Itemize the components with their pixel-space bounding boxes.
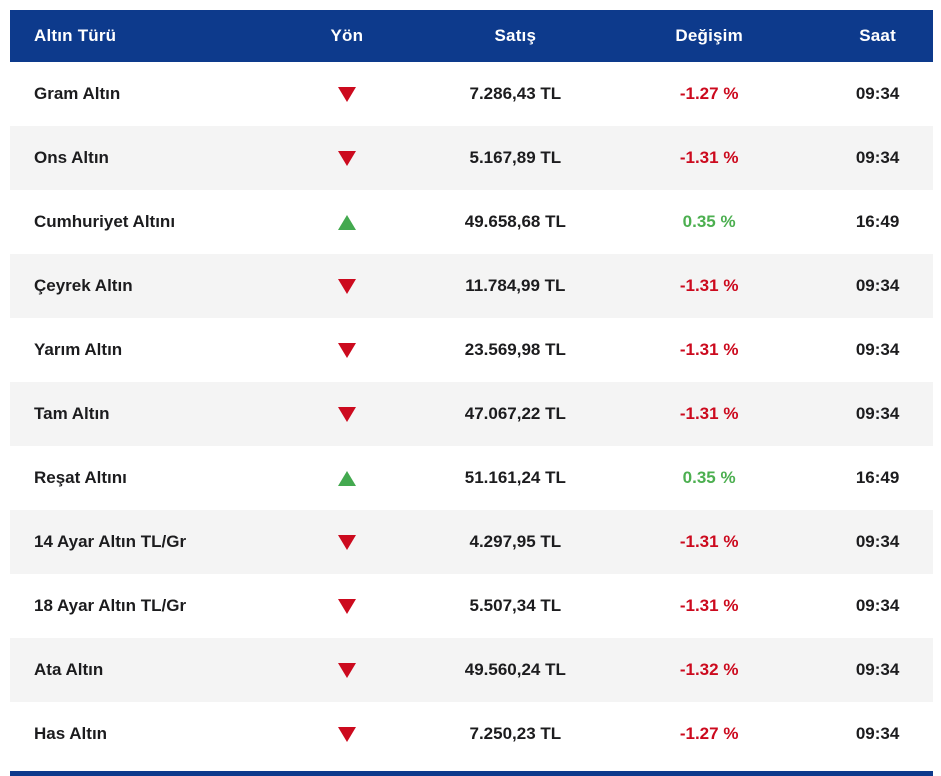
direction-cell <box>259 404 434 424</box>
sell-price: 23.569,98 TL <box>464 340 566 359</box>
down-triangle-icon <box>337 663 356 679</box>
gold-type-label: Cumhuriyet Altını <box>34 212 176 231</box>
column-header-direction: Yön <box>330 26 364 45</box>
change-percent: -1.27 % <box>679 84 739 103</box>
direction-cell <box>259 660 434 680</box>
sell-price: 5.167,89 TL <box>469 148 562 167</box>
update-time: 09:34 <box>855 340 900 359</box>
down-triangle-icon <box>337 727 356 743</box>
down-triangle-icon <box>337 279 356 295</box>
column-header-sell-price: Satış <box>494 26 537 45</box>
table-row: Has Altın 7.250,23 TL -1.27 % 09:34 <box>10 702 933 766</box>
update-time: 09:34 <box>855 596 900 615</box>
update-time: 09:34 <box>855 148 900 167</box>
column-header-gold-type: Altın Türü <box>34 26 117 45</box>
direction-cell <box>259 724 434 744</box>
table-row: Yarım Altın 23.569,98 TL -1.31 % 09:34 <box>10 318 933 382</box>
sell-price: 11.784,99 TL <box>465 276 566 295</box>
sell-price: 47.067,22 TL <box>464 404 566 423</box>
gold-type-label: Has Altın <box>34 724 108 743</box>
change-percent: -1.31 % <box>679 340 739 359</box>
down-triangle-icon <box>337 599 356 615</box>
gold-prices-table: Altın Türü Yön Satış Değişim Saat Gram A… <box>10 10 933 766</box>
gold-type-label: Ata Altın <box>34 660 104 679</box>
table-row: 18 Ayar Altın TL/Gr 5.507,34 TL -1.31 % 09:… <box>10 574 933 638</box>
direction-cell <box>259 212 434 232</box>
gold-type-label: Çeyrek Altın <box>34 276 133 295</box>
table-header-row: Altın Türü Yön Satış Değişim Saat <box>10 10 933 62</box>
table-row: Çeyrek Altın 11.784,99 TL -1.31 % 09:34 <box>10 254 933 318</box>
table-row: Ata Altın 49.560,24 TL -1.32 % 09:34 <box>10 638 933 702</box>
direction-cell <box>259 84 434 104</box>
change-percent: -1.32 % <box>679 660 739 679</box>
table-row: Reşat Altını 51.161,24 TL 0.35 % 16:49 <box>10 446 933 510</box>
direction-cell <box>259 596 434 616</box>
bottom-divider-bar <box>10 771 933 776</box>
update-time: 16:49 <box>855 468 900 487</box>
table-row: 14 Ayar Altın TL/Gr 4.297,95 TL -1.31 % 09:… <box>10 510 933 574</box>
update-time: 09:34 <box>855 404 900 423</box>
sell-price: 7.250,23 TL <box>469 724 562 743</box>
down-triangle-icon <box>337 407 356 423</box>
gold-type-label: Tam Altın <box>34 404 110 423</box>
table-row: Cumhuriyet Altını 49.658,68 TL 0.35 % 16:49 <box>10 190 933 254</box>
down-triangle-icon <box>337 151 356 167</box>
up-triangle-icon <box>337 471 356 487</box>
gold-type-label: 14 Ayar Altın TL/Gr <box>34 532 187 551</box>
gold-type-label: Reşat Altını <box>34 468 127 487</box>
table-row: Ons Altın 5.167,89 TL -1.31 % 09:34 <box>10 126 933 190</box>
update-time: 09:34 <box>855 532 900 551</box>
table-row: Tam Altın 47.067,22 TL -1.31 % 09:34 <box>10 382 933 446</box>
column-header-change: Değişim <box>675 26 743 45</box>
change-percent: -1.27 % <box>679 724 739 743</box>
update-time: 09:34 <box>855 724 900 743</box>
update-time: 09:34 <box>855 276 900 295</box>
change-percent: -1.31 % <box>679 596 739 615</box>
sell-price: 5.507,34 TL <box>469 596 562 615</box>
gold-type-label: Ons Altın <box>34 148 109 167</box>
gold-type-label: Gram Altın <box>34 84 121 103</box>
down-triangle-icon <box>337 535 356 551</box>
direction-cell <box>259 468 434 488</box>
down-triangle-icon <box>337 343 356 359</box>
sell-price: 49.560,24 TL <box>464 660 566 679</box>
column-header-time: Saat <box>859 26 896 45</box>
change-percent: -1.31 % <box>679 532 739 551</box>
up-triangle-icon <box>337 215 356 231</box>
gold-type-label: Yarım Altın <box>34 340 123 359</box>
change-percent: -1.31 % <box>679 404 739 423</box>
gold-type-label: 18 Ayar Altın TL/Gr <box>34 596 187 615</box>
change-percent: -1.31 % <box>679 148 739 167</box>
sell-price: 7.286,43 TL <box>469 84 562 103</box>
down-triangle-icon <box>337 87 356 103</box>
direction-cell <box>259 532 434 552</box>
sell-price: 51.161,24 TL <box>464 468 566 487</box>
update-time: 09:34 <box>855 84 900 103</box>
table-row: Gram Altın 7.286,43 TL -1.27 % 09:34 <box>10 62 933 126</box>
change-percent: 0.35 % <box>682 212 736 231</box>
change-percent: 0.35 % <box>682 468 736 487</box>
change-percent: -1.31 % <box>679 276 739 295</box>
update-time: 16:49 <box>855 212 900 231</box>
direction-cell <box>259 148 434 168</box>
update-time: 09:34 <box>855 660 900 679</box>
sell-price: 4.297,95 TL <box>469 532 562 551</box>
table-body: Gram Altın 7.286,43 TL -1.27 % 09:34 Ons Alt… <box>10 62 933 766</box>
direction-cell <box>259 340 434 360</box>
direction-cell <box>259 276 434 296</box>
sell-price: 49.658,68 TL <box>464 212 566 231</box>
